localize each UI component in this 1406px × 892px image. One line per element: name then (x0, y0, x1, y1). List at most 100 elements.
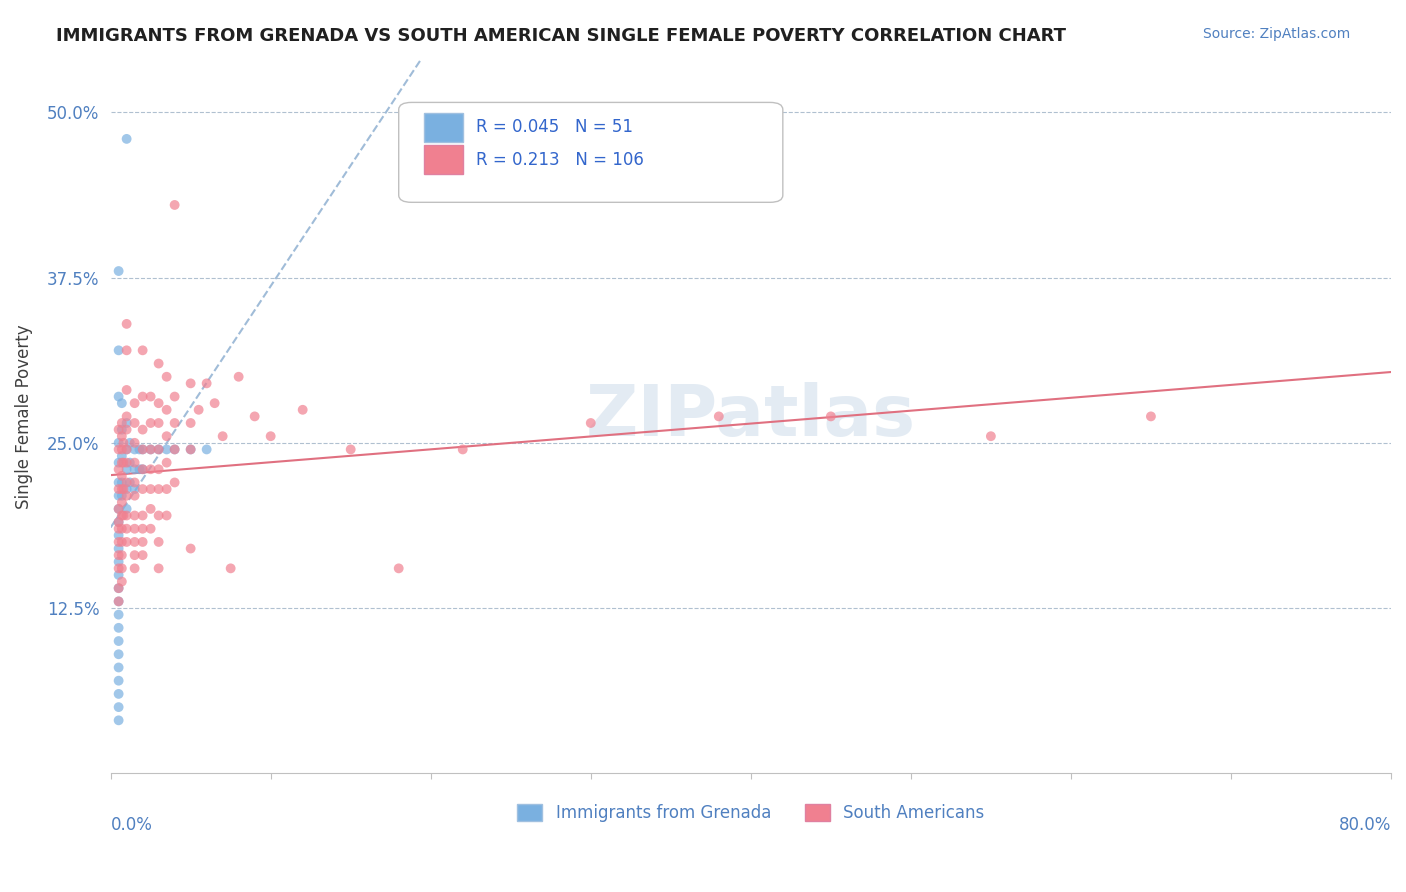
Point (115, 456, 138, 470)
Text: 0.0%: 0.0% (111, 816, 152, 834)
Point (148, 462, 170, 476)
Point (115, 475, 138, 490)
Point (124, 482, 146, 496)
Point (107, 634, 129, 648)
Point (111, 495, 134, 509)
Point (139, 416, 162, 430)
Point (112, 456, 135, 470)
Point (980, 429, 1002, 443)
Point (107, 541, 129, 556)
Point (115, 317, 138, 331)
Point (115, 535, 138, 549)
Point (260, 429, 283, 443)
Point (107, 555, 129, 569)
Point (107, 522, 129, 536)
Point (115, 409, 138, 424)
Point (131, 462, 153, 476)
Point (107, 568, 129, 582)
Point (124, 442, 146, 457)
Point (156, 442, 179, 457)
Point (107, 528, 129, 542)
Point (107, 647, 129, 661)
Point (163, 198, 186, 212)
Point (139, 390, 162, 404)
Point (148, 535, 170, 549)
Point (115, 482, 138, 496)
Point (131, 442, 153, 457)
Point (180, 416, 202, 430)
Point (107, 660, 129, 674)
Point (111, 482, 134, 496)
Point (148, 357, 170, 371)
Point (163, 416, 186, 430)
Point (107, 700, 129, 714)
Point (111, 522, 134, 536)
Point (107, 581, 129, 595)
Point (118, 435, 141, 450)
Point (107, 535, 129, 549)
Point (139, 502, 162, 516)
Point (107, 687, 129, 701)
Point (111, 548, 134, 562)
Point (107, 621, 129, 635)
Point (107, 502, 129, 516)
Point (243, 409, 266, 424)
Point (107, 607, 129, 622)
Point (111, 561, 134, 575)
Point (180, 376, 202, 391)
Text: 80.0%: 80.0% (1339, 816, 1391, 834)
Point (156, 456, 179, 470)
Point (339, 442, 361, 457)
Point (124, 489, 146, 503)
Point (148, 482, 170, 496)
Point (111, 423, 134, 437)
Point (124, 416, 146, 430)
Point (148, 442, 170, 457)
Point (111, 508, 134, 523)
Point (107, 673, 129, 688)
Point (128, 442, 150, 457)
Point (107, 462, 129, 476)
Point (107, 423, 129, 437)
Point (107, 264, 129, 278)
Point (139, 482, 162, 496)
Point (163, 475, 186, 490)
Point (211, 429, 233, 443)
Point (107, 390, 129, 404)
Point (111, 456, 134, 470)
Point (228, 369, 250, 384)
Point (131, 442, 153, 457)
Point (107, 482, 129, 496)
Point (112, 435, 135, 450)
Point (820, 409, 842, 424)
Point (148, 396, 170, 410)
Bar (425, 113, 463, 142)
Point (204, 396, 226, 410)
Point (115, 462, 138, 476)
Point (107, 442, 129, 457)
Point (111, 475, 134, 490)
Point (451, 442, 474, 457)
Point (115, 508, 138, 523)
Point (112, 508, 135, 523)
Point (115, 442, 138, 457)
Point (107, 343, 129, 358)
Point (291, 402, 314, 417)
Text: R = 0.213   N = 106: R = 0.213 N = 106 (475, 151, 644, 169)
Point (115, 489, 138, 503)
Point (111, 468, 134, 483)
Point (388, 561, 411, 575)
Point (131, 462, 153, 476)
Point (115, 423, 138, 437)
Point (107, 594, 129, 608)
Text: IMMIGRANTS FROM GRENADA VS SOUTH AMERICAN SINGLE FEMALE POVERTY CORRELATION CHAR: IMMIGRANTS FROM GRENADA VS SOUTH AMERICA… (56, 27, 1066, 45)
Point (111, 396, 134, 410)
Point (111, 574, 134, 589)
Point (124, 561, 146, 575)
Point (115, 343, 138, 358)
Point (107, 548, 129, 562)
Point (163, 442, 186, 457)
Point (187, 402, 209, 417)
Point (107, 515, 129, 529)
Point (579, 416, 602, 430)
